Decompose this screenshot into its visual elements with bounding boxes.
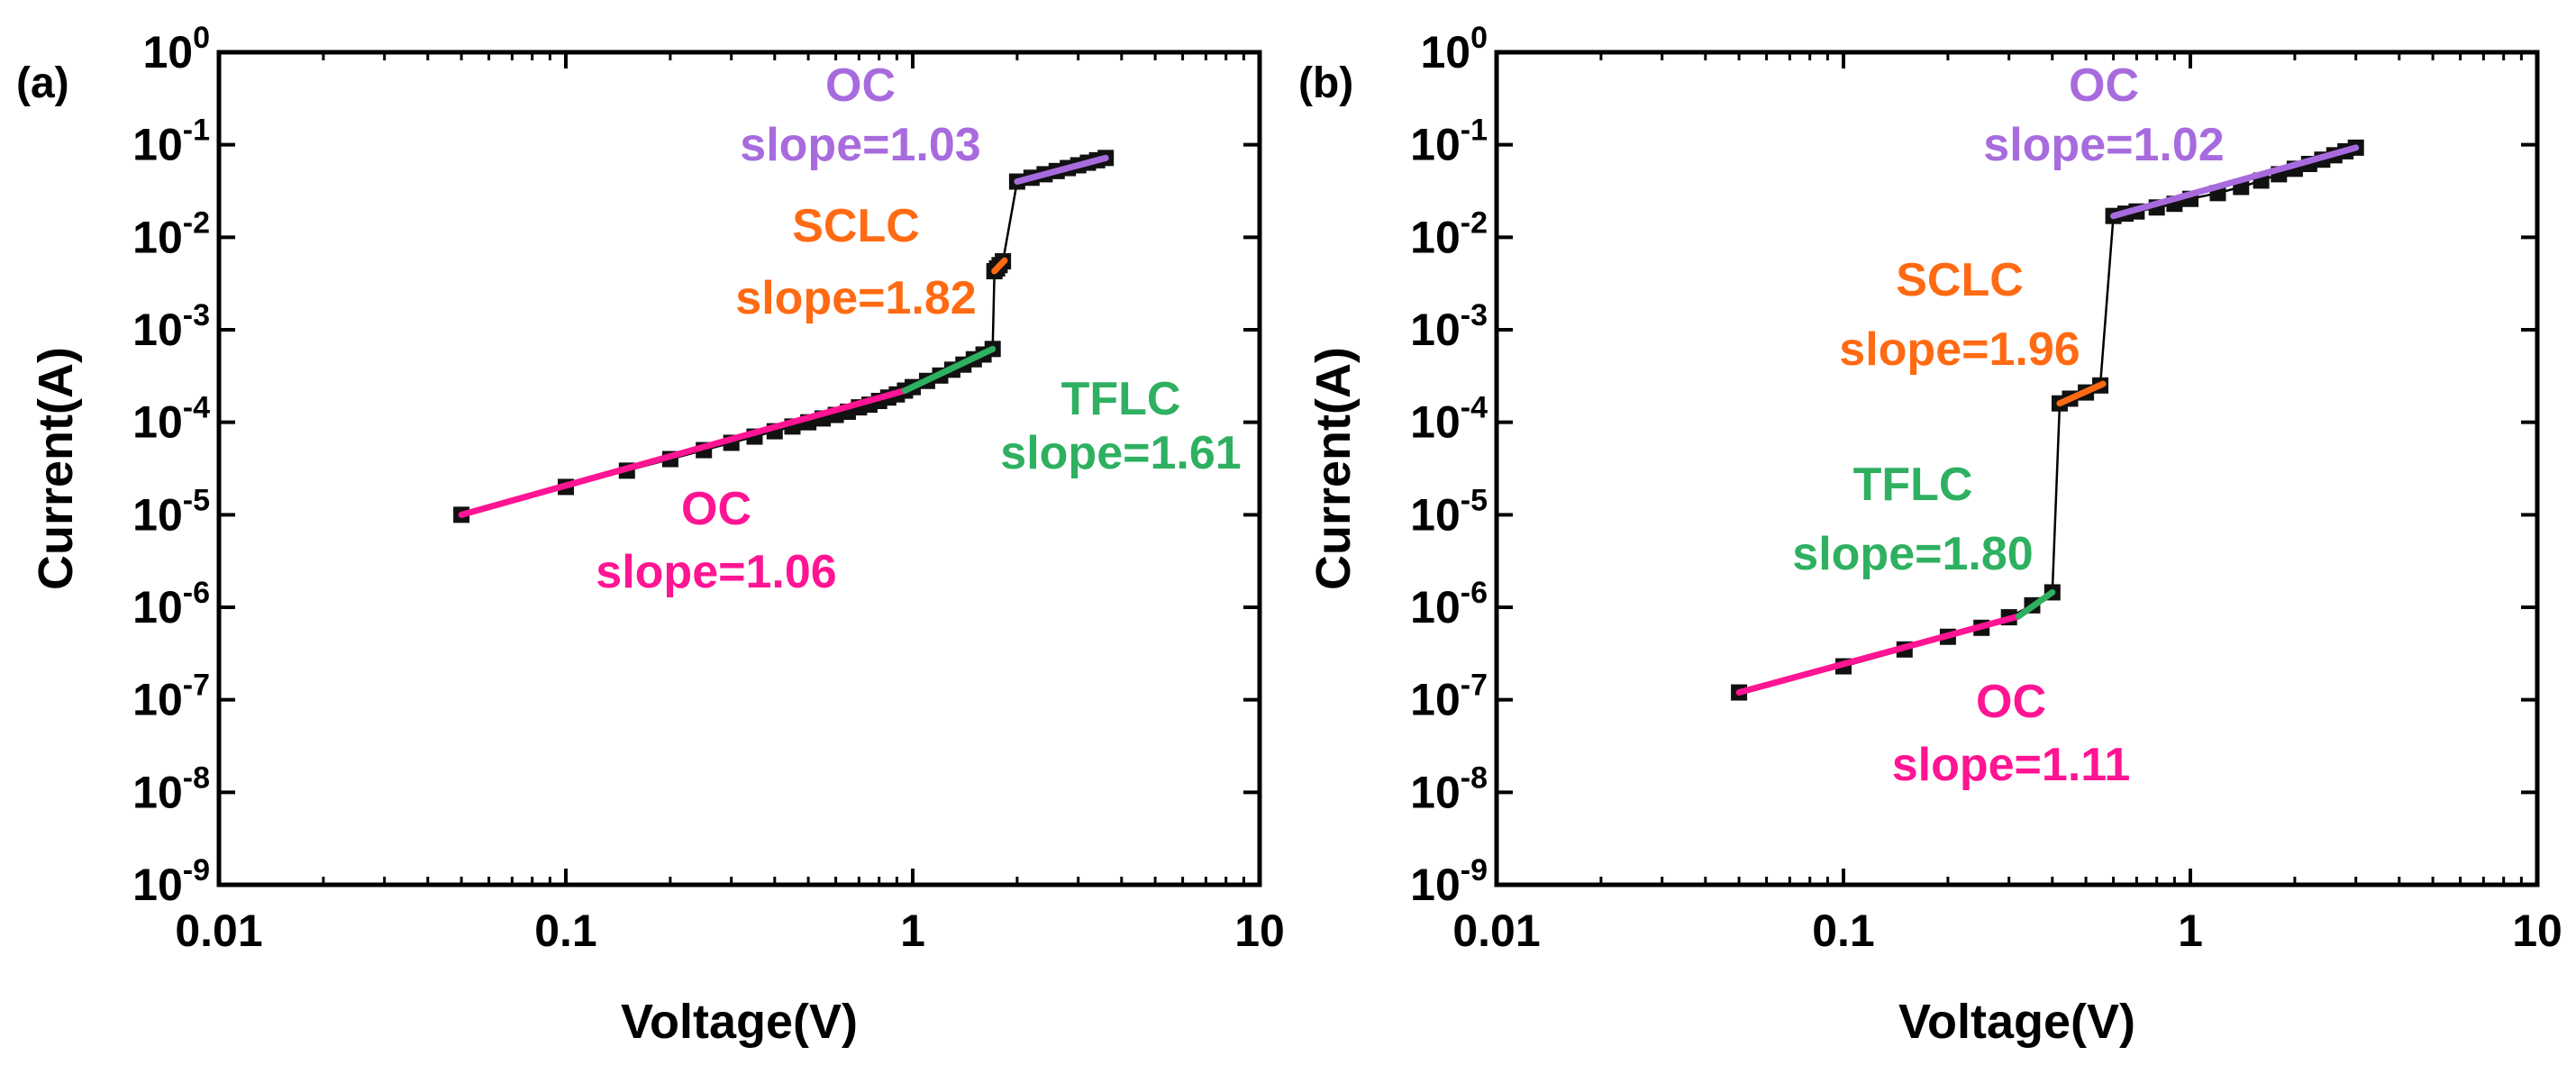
x-tick-label: 10: [1234, 906, 1285, 956]
annotation-label: SCLC: [792, 200, 920, 252]
y-tick-label: 10-1: [1410, 114, 1488, 170]
plot-frame: [1494, 50, 2540, 888]
annotation-label: SCLC: [1896, 254, 2024, 306]
fit-line-tflc: [2015, 588, 2056, 620]
y-tick-label: 10-6: [1410, 576, 1488, 633]
annotation-label: slope=1.80: [1792, 528, 2033, 580]
annotation-label: slope=1.02: [1983, 119, 2224, 171]
y-tick-label: 10-4: [132, 391, 210, 448]
y-tick-label: 10-3: [1410, 298, 1488, 355]
x-tick-label: 0.01: [175, 906, 262, 956]
y-tick-label: 10-7: [132, 669, 210, 725]
fit-line-sclc: [991, 257, 1008, 275]
y-tick-label: 10-1: [132, 114, 210, 170]
y-tick-label: 10-8: [1410, 760, 1488, 817]
chart-panel: (b) 0.01 0.1 1 10 10-9 10-8 10-7 10-6 10-5 10-4 10-…: [1298, 21, 2562, 1049]
annotation-label: slope=1.96: [1839, 323, 2080, 376]
y-tick-label: 10-4: [1410, 391, 1488, 448]
annotation-label: TFLC: [1061, 373, 1181, 425]
annotation-label: slope=1.11: [1892, 739, 2131, 791]
x-tick-label: 0.01: [1452, 906, 1540, 956]
annotation-label: OC: [825, 59, 896, 112]
annotation-label: TFLC: [1853, 459, 1973, 511]
y-axis-title: Current(A): [1306, 347, 1361, 590]
y-axis-title: Current(A): [29, 347, 83, 590]
x-axis-title: Voltage(V): [621, 995, 858, 1049]
x-tick-label: 0.1: [534, 906, 597, 956]
annotation-label: slope=1.03: [740, 119, 980, 171]
plot-frame: [216, 50, 1262, 888]
fit-line-oc: [2110, 144, 2360, 220]
fit-line-sclc: [2056, 380, 2107, 407]
annotation-label: slope=1.61: [1000, 427, 1241, 479]
y-tick-label: 100: [1420, 21, 1488, 77]
y-tick-label: 10-6: [132, 576, 210, 633]
y-tick-label: 10-9: [1410, 853, 1488, 910]
x-tick-label: 10: [2512, 906, 2562, 956]
y-tick-label: 10-5: [1410, 483, 1488, 540]
x-axis-title: Voltage(V): [1898, 995, 2135, 1049]
y-tick-label: 10-8: [132, 760, 210, 817]
annotation-label: slope=1.06: [596, 546, 836, 598]
x-tick-label: 1: [900, 906, 925, 956]
y-tick-label: 10-7: [1410, 669, 1488, 725]
fit-line-oc: [1014, 154, 1109, 186]
panel-label: (b): [1298, 59, 1353, 107]
annotation-label: OC: [2069, 59, 2139, 112]
y-tick-label: 10-2: [1410, 205, 1488, 262]
fit-line-oc: [1735, 613, 2022, 696]
annotation-label: slope=1.82: [735, 272, 976, 324]
annotation-label: OC: [681, 483, 751, 535]
y-tick-label: 10-5: [132, 483, 210, 540]
y-tick-label: 100: [142, 21, 210, 77]
fit-line-oc: [458, 387, 908, 518]
fit-line-tflc: [901, 345, 997, 395]
y-tick-label: 10-2: [132, 205, 210, 262]
x-tick-label: 1: [2178, 906, 2203, 956]
y-tick-label: 10-9: [132, 853, 210, 910]
chart-panel: (a) 0.01 0.1 1 10 10-9 10-8 10-7 10-6 10-5 10-4 10-…: [16, 21, 1285, 1049]
data-line: [1738, 146, 2357, 694]
x-tick-label: 0.1: [1812, 906, 1875, 956]
annotation-label: OC: [1976, 676, 2046, 728]
panel-label: (a): [16, 59, 69, 107]
y-tick-label: 10-3: [132, 298, 210, 355]
